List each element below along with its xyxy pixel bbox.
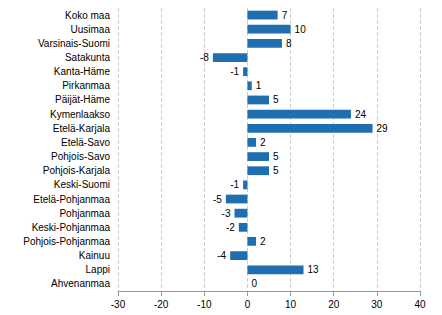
svg-text:Pirkanmaa: Pirkanmaa: [62, 80, 110, 91]
svg-text:5: 5: [273, 94, 279, 105]
svg-text:29: 29: [377, 123, 389, 134]
svg-text:Ahvenanmaa: Ahvenanmaa: [51, 278, 110, 289]
svg-text:10: 10: [295, 24, 307, 35]
svg-text:Pohjanmaa: Pohjanmaa: [59, 208, 110, 219]
svg-text:Keski-Pohjanmaa: Keski-Pohjanmaa: [32, 222, 111, 233]
svg-text:8: 8: [286, 38, 292, 49]
svg-text:Satakunta: Satakunta: [65, 52, 110, 63]
svg-text:-2: -2: [226, 222, 235, 233]
svg-text:30: 30: [371, 299, 383, 310]
svg-text:0: 0: [245, 299, 251, 310]
svg-text:Etelä-Savo: Etelä-Savo: [61, 137, 110, 148]
svg-text:13: 13: [308, 264, 320, 275]
svg-text:24: 24: [355, 109, 367, 120]
svg-text:Varsinais-Suomi: Varsinais-Suomi: [38, 38, 110, 49]
svg-text:-10: -10: [197, 299, 212, 310]
svg-text:0: 0: [251, 278, 257, 289]
svg-text:Pohjois-Karjala: Pohjois-Karjala: [43, 165, 111, 176]
svg-text:-4: -4: [217, 250, 226, 261]
svg-text:Kainuu: Kainuu: [79, 250, 110, 261]
svg-text:40: 40: [414, 299, 426, 310]
svg-text:1: 1: [256, 80, 262, 91]
svg-text:7: 7: [282, 10, 288, 21]
svg-text:-1: -1: [230, 179, 239, 190]
svg-text:Lappi: Lappi: [86, 264, 110, 275]
svg-text:-5: -5: [213, 194, 222, 205]
svg-text:Kanta-Häme: Kanta-Häme: [54, 66, 111, 77]
svg-text:Pohjois-Savo: Pohjois-Savo: [51, 151, 110, 162]
svg-text:Etelä-Pohjanmaa: Etelä-Pohjanmaa: [33, 194, 110, 205]
svg-text:Päijät-Häme: Päijät-Häme: [55, 94, 110, 105]
svg-text:-30: -30: [111, 299, 126, 310]
svg-text:Etelä-Karjala: Etelä-Karjala: [53, 123, 111, 134]
svg-text:Uusimaa: Uusimaa: [71, 24, 111, 35]
svg-text:Pohjois-Pohjanmaa: Pohjois-Pohjanmaa: [23, 236, 110, 247]
svg-text:20: 20: [328, 299, 340, 310]
svg-text:2: 2: [260, 137, 266, 148]
svg-text:-1: -1: [230, 66, 239, 77]
svg-text:-3: -3: [222, 208, 231, 219]
svg-text:Koko maa: Koko maa: [65, 10, 110, 21]
svg-text:2: 2: [260, 236, 266, 247]
svg-text:Keski-Suomi: Keski-Suomi: [54, 179, 110, 190]
svg-text:Kymenlaakso: Kymenlaakso: [50, 109, 110, 120]
svg-text:-8: -8: [200, 52, 209, 63]
svg-text:10: 10: [285, 299, 297, 310]
svg-text:-20: -20: [154, 299, 169, 310]
svg-text:5: 5: [273, 165, 279, 176]
svg-text:5: 5: [273, 151, 279, 162]
